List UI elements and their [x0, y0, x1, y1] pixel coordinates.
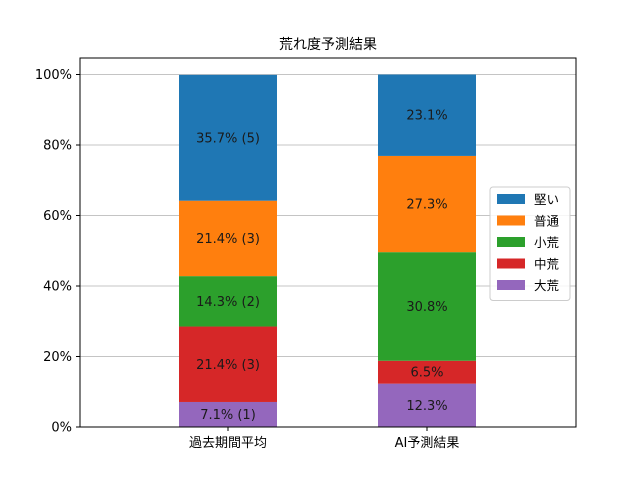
legend-swatch-大荒 [497, 280, 525, 290]
legend-label: 大荒 [534, 278, 559, 293]
bar-segment-普通 [179, 200, 277, 277]
legend-label: 小荒 [534, 235, 559, 250]
ytick-label: 40% [43, 280, 72, 295]
data-label: 14.3% (2) [196, 295, 260, 310]
data-label: 30.8% [406, 300, 447, 315]
data-label: 12.3% [406, 399, 447, 414]
data-label: 6.5% [410, 366, 443, 381]
xtick-label: AI予測結果 [395, 436, 460, 451]
legend-box [489, 186, 571, 301]
bar-segment-堅い [378, 74, 476, 156]
ytick-label: 100% [35, 68, 72, 83]
xtick-label: 過去期間平均 [189, 436, 267, 451]
chart-title: 荒れ度予測結果 [279, 37, 377, 53]
data-label: 7.1% (1) [200, 408, 256, 423]
bar-segment-堅い [179, 74, 277, 201]
bars [179, 74, 476, 427]
data-label: 35.7% (5) [196, 131, 260, 146]
legend-label: 普通 [534, 214, 560, 229]
legend-label: 堅い [534, 192, 559, 207]
data-label: 21.4% (3) [196, 358, 260, 373]
bar-segment-大荒 [378, 383, 476, 427]
legend-swatch-堅い [497, 194, 525, 204]
ytick-label: 0% [51, 421, 72, 436]
bar-segment-小荒 [179, 276, 277, 327]
bar-segment-大荒 [179, 401, 277, 427]
bar-segment-普通 [378, 155, 476, 253]
ytick-label: 60% [43, 209, 72, 224]
legend-swatch-小荒 [497, 237, 525, 247]
bar-segment-小荒 [378, 252, 476, 361]
legend-swatch-普通 [497, 215, 525, 226]
ytick-label: 20% [43, 350, 72, 365]
bar-segment-中荒 [179, 326, 277, 402]
plot-frame [79, 57, 577, 428]
bar-segment-中荒 [378, 360, 476, 384]
legend-label: 中荒 [534, 257, 559, 272]
data-label: 23.1% [406, 109, 447, 124]
ytick-label: 80% [43, 139, 72, 154]
axes: 0% 20% 40% 60% 80% 100% 過去期間平均 AI予測結果 [35, 68, 460, 451]
data-label: 21.4% (3) [196, 232, 260, 247]
bar-labels: 7.1% (1) 21.4% (3) 14.3% (2) 21.4% (3) 35.7%… [196, 109, 448, 423]
legend-swatch-中荒 [497, 258, 525, 269]
data-label: 27.3% [406, 198, 447, 213]
